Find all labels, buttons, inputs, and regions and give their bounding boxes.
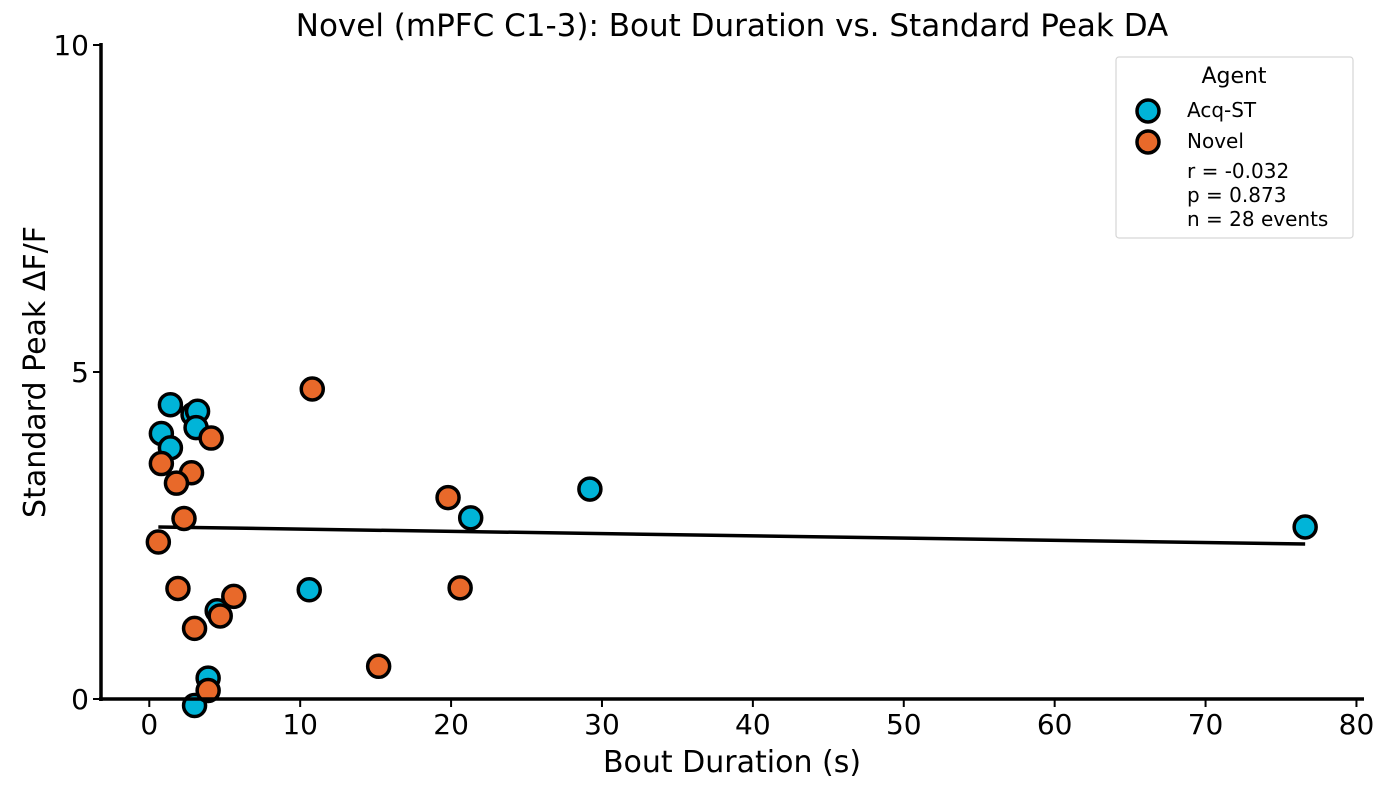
data-point-novel <box>435 484 461 511</box>
y-tick-label: 10 <box>53 29 89 62</box>
x-tick-label: 50 <box>886 708 922 741</box>
data-point-novel <box>221 583 247 610</box>
x-tick-label: 10 <box>282 708 318 741</box>
x-tick-label: 40 <box>735 708 771 741</box>
data-point-novel <box>447 575 473 601</box>
x-axis-title: Bout Duration (s) <box>603 745 861 780</box>
regression-line <box>158 525 1306 546</box>
x-tick-label: 0 <box>140 708 158 741</box>
data-point-acq-st <box>457 505 484 531</box>
data-point-novel <box>181 615 208 642</box>
x-tick-label: 70 <box>1188 708 1224 741</box>
legend-stat-p: p = 0.873 <box>1187 183 1286 207</box>
y-axis-title: Standard Peak ΔF/F <box>18 226 53 518</box>
data-point-novel <box>145 529 172 555</box>
data-point-acq-st <box>1292 514 1318 540</box>
data-point-novel <box>198 425 224 451</box>
data-point-novel <box>207 603 233 629</box>
legend-marker-acq-st <box>1135 98 1161 124</box>
plot-area <box>145 376 1318 719</box>
data-point-acq-st <box>157 391 184 418</box>
y-tick-label: 0 <box>71 683 89 716</box>
chart-title: Novel (mPFC C1-3): Bout Duration vs. Sta… <box>296 8 1169 44</box>
data-point-acq-st <box>577 476 603 502</box>
legend-label-acq-st: Acq-ST <box>1187 98 1257 122</box>
y-tick-label: 5 <box>71 356 89 389</box>
data-point-novel <box>148 450 175 477</box>
legend-label-novel: Novel <box>1187 129 1244 153</box>
data-point-novel <box>195 677 221 704</box>
data-point-novel <box>163 470 190 496</box>
data-point-novel <box>165 575 191 602</box>
data-point-novel <box>299 376 326 402</box>
x-tick-label: 20 <box>433 708 469 741</box>
legend-stat-r: r = -0.032 <box>1187 159 1289 183</box>
data-point-acq-st <box>296 577 322 603</box>
data-point-novel <box>171 505 197 532</box>
axes: 0 10 20 30 40 50 60 70 80 0 5 10 <box>53 29 1374 741</box>
x-tick-label: 60 <box>1037 708 1073 741</box>
legend: Agent Acq-ST Novel r = -0.032 p = 0.873 … <box>1115 56 1354 239</box>
legend-frame <box>1115 56 1354 239</box>
legend-marker-novel <box>1135 129 1161 155</box>
x-tick-label: 30 <box>584 708 620 741</box>
legend-stat-n: n = 28 events <box>1187 207 1328 231</box>
data-point-novel <box>365 653 392 680</box>
legend-title: Agent <box>1201 64 1266 89</box>
x-tick-label: 80 <box>1339 708 1375 741</box>
